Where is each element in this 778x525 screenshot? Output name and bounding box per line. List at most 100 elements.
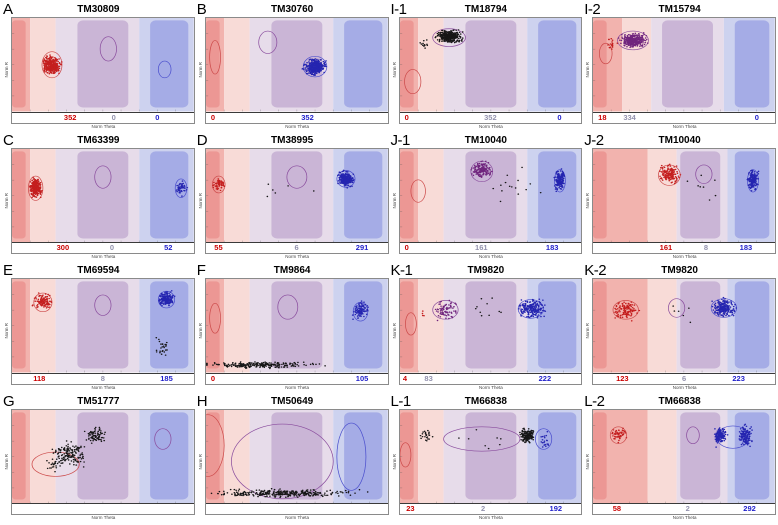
- scatter-canvas: [399, 148, 582, 242]
- plot-area: 161 8 183: [592, 147, 776, 254]
- count-value: 23: [406, 504, 415, 513]
- panel-label: J-1: [390, 131, 411, 149]
- y-axis-label: Norm R: [391, 323, 397, 340]
- count-value: 2: [481, 504, 486, 513]
- panel-label: C: [3, 131, 14, 149]
- plot-area: 352 0 0: [11, 17, 195, 124]
- panel-title: TM18794: [464, 4, 507, 15]
- count-value: 0: [155, 112, 160, 122]
- x-axis-label: Norm Theta: [91, 123, 116, 129]
- panel-label: K-1: [390, 262, 413, 279]
- count-value: 0: [210, 112, 216, 122]
- plot-area: 55 6 291: [204, 147, 389, 254]
- scatter-canvas: [593, 409, 775, 503]
- count-value: 300: [56, 243, 70, 252]
- cluster-plot-panel: F TM9864 Norm R 0 105 Norm Theta: [196, 262, 389, 393]
- panel-title: TM30760: [271, 4, 314, 15]
- panel-header: A TM30809: [2, 1, 195, 18]
- plot-row: Norm R 0 352 0: [390, 17, 583, 124]
- y-axis-label: Norm R: [4, 62, 9, 79]
- plot-area: 23 2 192: [398, 408, 583, 515]
- panel-label: E: [3, 262, 13, 279]
- cluster-plot-panel: H TM50649 Norm R Norm Theta: [196, 392, 389, 524]
- panel-label: H: [196, 392, 208, 410]
- panel-header: I-2 TM15794: [583, 1, 776, 18]
- scatter-canvas: [12, 148, 194, 242]
- x-axis-label: Norm Theta: [672, 123, 697, 129]
- count-value: 0: [111, 112, 116, 122]
- panel-label: I-1: [390, 1, 408, 18]
- genotype-counts: [205, 503, 388, 514]
- panel-header: C TM63399: [2, 131, 195, 149]
- x-axis-label: Norm Theta: [91, 254, 116, 259]
- panel-header: E TM69594: [2, 262, 195, 279]
- panel-header: K-1 TM9820: [390, 262, 583, 279]
- y-axis-label: Norm R: [391, 454, 397, 470]
- count-value: 0: [404, 243, 409, 252]
- panel-header: L-1 TM66838: [390, 393, 583, 410]
- count-value: 0: [557, 112, 562, 122]
- count-value: 105: [355, 373, 369, 383]
- cluster-plot-panel: B TM30760 Norm R 0 352 Norm Theta: [196, 1, 389, 132]
- plot-area: 0 352 0: [398, 17, 583, 124]
- x-axis-label: Norm Theta: [285, 515, 309, 520]
- cluster-plot-panel: L-1 TM66838 Norm R 23 2 192 Norm Theta: [390, 393, 583, 524]
- genotype-counts: [12, 503, 194, 514]
- panel-title: TM9864: [273, 265, 311, 276]
- count-value: 0: [754, 112, 759, 122]
- panel-title: TM51777: [77, 395, 120, 407]
- genotype-counts: 58 2 292: [593, 503, 775, 514]
- plot-row: Norm R 55 6 291: [196, 147, 389, 254]
- plot-row: Norm R 23 2 192: [390, 408, 583, 515]
- panel-header: G TM51777: [2, 393, 195, 410]
- genotype-counts: 0 105: [205, 372, 388, 384]
- y-axis-label: Norm R: [4, 193, 9, 209]
- x-axis-label: Norm Theta: [91, 515, 116, 520]
- genotype-counts: 23 2 192: [399, 503, 582, 514]
- scatter-canvas: [12, 18, 194, 112]
- plot-area: 4 83 222: [398, 278, 583, 385]
- count-value: 52: [164, 243, 173, 252]
- panel-title: TM38995: [271, 134, 314, 146]
- scatter-canvas: [593, 279, 775, 373]
- plot-row: Norm R 352 0 0: [2, 17, 195, 124]
- x-axis-label: Norm Theta: [479, 254, 503, 259]
- x-axis-label: Norm Theta: [285, 254, 309, 259]
- panel-label: B: [196, 1, 207, 18]
- count-value: 4: [402, 373, 408, 383]
- panel-title: TM69594: [77, 265, 120, 276]
- count-value: 83: [424, 373, 433, 383]
- y-axis-label: Norm R: [585, 193, 591, 209]
- genotype-counts: 123 6 223: [593, 372, 775, 384]
- panel-header: J-2 TM10040: [583, 132, 776, 149]
- count-value: 123: [616, 373, 629, 383]
- panel-title: TM66838: [658, 395, 701, 407]
- scatter-canvas: [399, 18, 582, 112]
- scatter-canvas: [205, 18, 388, 112]
- x-axis-label: Norm Theta: [285, 384, 309, 390]
- panel-header: L-2 TM66838: [583, 393, 776, 410]
- genotype-counts: 4 83 222: [399, 372, 582, 384]
- genotype-counts: 55 6 291: [205, 242, 388, 253]
- genotype-counts: 0 352 0: [399, 111, 582, 123]
- plot-area: 118 8 185: [11, 278, 195, 385]
- y-axis-label: Norm R: [391, 62, 397, 79]
- x-axis-label: Norm Theta: [479, 515, 503, 520]
- scatter-canvas: [593, 18, 775, 112]
- cluster-plot-panel: K-2 TM9820 Norm R 123 6 223 Norm Theta: [583, 262, 776, 393]
- panel-header: F TM9864: [196, 262, 389, 279]
- plot-row: Norm R 123 6 223: [583, 278, 776, 385]
- x-axis-label: Norm Theta: [91, 384, 116, 390]
- plot-area: [204, 408, 389, 515]
- panel-label: K-2: [584, 262, 607, 279]
- count-value: 18: [598, 112, 607, 122]
- scatter-canvas: [205, 409, 388, 503]
- y-axis-label: Norm R: [197, 62, 203, 79]
- count-value: 291: [355, 243, 369, 252]
- plot-row: Norm R 300 0 52: [2, 147, 195, 254]
- panel-label: F: [196, 262, 206, 279]
- cluster-plot-panel: C TM63399 Norm R 300 0 52 Norm Theta: [2, 131, 195, 263]
- count-value: 0: [109, 243, 115, 252]
- scatter-canvas: [593, 148, 775, 242]
- count-value: 58: [612, 504, 622, 513]
